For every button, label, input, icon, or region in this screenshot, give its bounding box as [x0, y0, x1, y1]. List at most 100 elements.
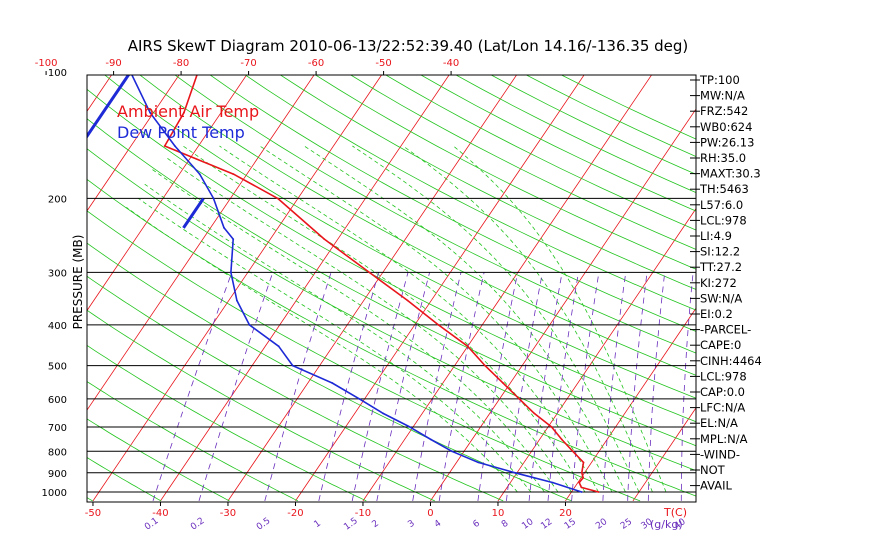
air-temp-point [580, 486, 583, 489]
isotherm-line [160, 75, 450, 502]
dew-point-thick-segment [87, 75, 131, 139]
index-label: SW:N/A [700, 291, 742, 305]
mixing-ratio-line [198, 272, 274, 502]
dry-adiabat-line [87, 210, 641, 502]
moist-adiabat-line [182, 145, 586, 493]
dry-adiabat-line [87, 275, 504, 502]
index-label: SI:12.2 [700, 245, 740, 259]
moist-adiabat-line [151, 168, 559, 493]
top-temp-tick-label: -90 [105, 58, 121, 69]
mixing-ratio-label: 10 [520, 517, 535, 532]
mixing-ratio-label: 15 [563, 517, 578, 532]
mixing-ratio-line [152, 272, 233, 502]
pressure-tick-label: 400 [48, 321, 67, 332]
dry-adiabat-line [87, 309, 435, 502]
air-temp-point [276, 197, 279, 200]
index-label: LCL:978 [700, 369, 747, 383]
bottom-temp-tick-label: 0 [427, 508, 433, 519]
dry-adiabat-line [349, 75, 696, 250]
index-label: TT:27.2 [699, 260, 742, 274]
dew-point-point [198, 173, 201, 176]
index-label: CINH:4464 [700, 354, 762, 368]
pressure-tick-label: 600 [48, 395, 67, 406]
index-label: MW:N/A [700, 89, 745, 103]
mixing-ratio-unit-label: (g/kg) [650, 518, 683, 531]
dew-point-point [236, 299, 238, 302]
index-label: MPL:N/A [700, 432, 748, 446]
moist-adiabat-line [352, 145, 640, 493]
moist-adiabat-line [126, 206, 518, 493]
isotherm-line [768, 53, 870, 501]
index-label: LCL:978 [700, 213, 747, 227]
mixing-ratio-label: 20 [594, 517, 609, 532]
index-label: LI:4.9 [700, 229, 732, 243]
dew-point-point [212, 197, 215, 200]
mixing-ratio-line [351, 272, 409, 501]
top-temp-tick-label: -80 [173, 58, 189, 69]
dew-point-point [277, 345, 280, 348]
air-temp-point [580, 471, 583, 474]
pressure-tick-label: 700 [48, 423, 67, 434]
air-temp-point [163, 145, 166, 147]
isotherm-line [92, 75, 383, 502]
air-temp-point [560, 438, 563, 441]
isotherm-line [227, 75, 518, 502]
top-temp-tick-label: -70 [240, 58, 256, 69]
mixing-ratio-label: 12 [539, 517, 554, 532]
dry-adiabat-line [87, 178, 696, 497]
air-temp-point [582, 461, 585, 464]
pressure-tick-label: 800 [48, 447, 67, 458]
dry-adiabat-line [455, 75, 696, 193]
dry-adiabat-line [244, 75, 696, 311]
dew-point-point [149, 111, 152, 114]
mixing-ratio-label: 0.2 [189, 516, 206, 532]
air-temp-point [550, 426, 553, 428]
isotherm-line [87, 75, 180, 212]
index-label: FRZ:542 [700, 104, 748, 118]
legend-air-temp: Ambient Air Temp [117, 102, 259, 121]
air-temp-point [597, 491, 600, 493]
dew-point-point [514, 471, 516, 474]
index-label: RH:35.0 [700, 151, 746, 165]
plot-frame [86, 74, 697, 503]
air-temp-point [571, 450, 574, 453]
index-label: MAXT:30.3 [700, 167, 761, 181]
mixing-ratio-label: 3 [406, 519, 416, 530]
dew-point-point [223, 226, 225, 229]
legend-dew-point: Dew Point Temp [117, 123, 245, 142]
mixing-ratio-line [571, 272, 600, 501]
y-axis-label: PRESSURE (MB) [71, 235, 85, 330]
index-label: WB0:624 [700, 120, 752, 134]
mixing-ratio-line [318, 272, 380, 501]
isotherm-line [362, 75, 653, 502]
dew-point-point [477, 461, 480, 464]
dew-point-point [230, 271, 232, 274]
dry-adiabat-line [490, 75, 696, 175]
dry-adiabat-line [87, 457, 162, 502]
index-label: NOT [700, 463, 726, 477]
moist-adiabat-line [138, 198, 532, 493]
dry-adiabat-line [87, 381, 299, 502]
dew-point-point [552, 481, 554, 484]
dew-point-point [430, 438, 432, 441]
air-temp-point [466, 345, 469, 348]
moist-adiabat-line [453, 145, 667, 493]
mixing-ratio-label: 4 [433, 518, 444, 530]
moist-adiabat-line [259, 145, 613, 493]
chart-title: AIRS SkewT Diagram 2010-06-13/22:52:39.4… [128, 37, 689, 55]
air-temp-point [406, 299, 409, 302]
dew-point-point [451, 450, 453, 453]
bottom-temp-tick-label: -40 [152, 508, 168, 519]
mixing-ratio-label: 25 [619, 517, 634, 532]
dew-point-point [331, 382, 334, 384]
pressure-tick-label: 200 [48, 194, 67, 205]
dew-point-point [174, 145, 176, 147]
pressure-tick-label: 1000 [42, 488, 67, 499]
top-temp-tick-label: -100 [35, 58, 58, 69]
moist-adiabat-line [402, 145, 653, 493]
index-label: CAP:0.0 [700, 385, 745, 399]
dry-adiabat-line [174, 75, 696, 354]
mixing-ratio-line [547, 272, 579, 501]
mixing-ratio-line [376, 272, 430, 501]
pressure-tick-label: 500 [48, 362, 67, 373]
